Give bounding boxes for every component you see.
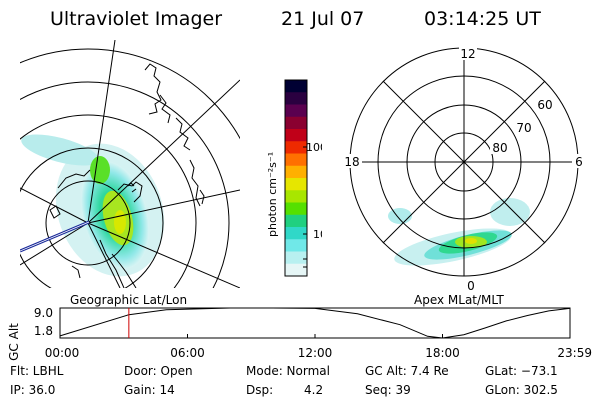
mlt-label-6: 6 [575,155,583,169]
colorbar-band [285,263,307,277]
colorbar-unit-label: photon cm⁻²s⁻¹ [266,152,279,237]
colorbar-band [285,104,307,118]
geographic-map [20,40,240,288]
x-tick-label: 00:00 [45,346,80,360]
longitude-lines [20,40,240,288]
mode-info: Mode: Normal [246,364,330,378]
ip-info: IP: 36.0 [10,383,56,397]
mlat-label-70: 70 [516,121,531,135]
seq-info: Seq: 39 [365,383,411,397]
door-info: Door: Open [124,364,193,378]
glon-info: GLon: 302.5 [485,383,558,397]
filter-info: Flt: LBHL [10,364,64,378]
latitude-circles [20,48,240,288]
geo-caption: Geographic Lat/Lon [70,293,188,307]
mlat-label-60: 60 [537,98,552,112]
ytick-min: 1.8 [34,324,53,338]
gain-info: Gain: 14 [124,383,175,397]
x-tick-label: 23:59 [557,346,592,360]
colorbar: 100 10 photon cm⁻²s⁻¹ [266,79,322,277]
colorbar-tick-100: 100 [306,141,322,154]
colorbar-band [285,80,307,93]
mlt-label-18: 18 [344,155,359,169]
glat-info: GLat: −73.1 [485,364,558,378]
x-tick-label: 18:00 [425,346,460,360]
date-label: 21 Jul 07 [281,8,365,30]
apex-caption: Apex MLat/MLT [414,293,504,307]
dsp-value: 4.2 [304,383,324,397]
colorbar-band [285,239,307,252]
colorbar-band [285,251,307,265]
colorbar-band [285,214,307,228]
colorbar-band [285,202,307,216]
colorbar-band [285,141,307,154]
colorbar-band [285,153,307,167]
colorbar-gradient [285,80,307,277]
x-tick-label: 12:00 [298,346,333,360]
colorbar-band [285,92,307,105]
coastlines [49,63,205,288]
mlt-label-0: 0 [467,279,475,292]
colorbar-band [285,116,307,130]
mlt-label-12: 12 [460,47,475,61]
colorbar-tick-marks [303,146,307,268]
aurora-emission-geo [21,134,165,277]
colorbar-band [285,129,307,142]
colorbar-tick-10: 10 [313,228,322,241]
gc-alt-info: GC Alt: 7.4 Re [365,364,449,378]
colorbar-band [285,165,307,179]
altitude-series-line [59,307,570,339]
x-axis-ticks: 00:00 06:00 12:00 18:00 23:59 [45,334,592,360]
instrument-title: Ultraviolet Imager [50,8,223,30]
chart-frame [59,307,571,339]
orbit-altitude-chart: GC Alt 9.0 1.8 00:00 06:00 12:00 18:00 23:59 [7,306,592,361]
dsp-label: Dsp: [246,383,274,397]
mlt-lines [350,48,578,276]
time-label: 03:14:25 UT [424,8,541,30]
colorbar-band [285,190,307,203]
polar-mlat-mlt-map: 12 18 6 0 60 70 80 [342,46,586,292]
colorbar-band [285,178,307,191]
mlat-label-80: 80 [492,141,507,155]
x-tick-label: 06:00 [170,346,205,360]
colorbar-band [285,227,307,240]
ytick-max: 9.0 [34,306,53,320]
chart-ylabel: GC Alt [7,323,21,361]
